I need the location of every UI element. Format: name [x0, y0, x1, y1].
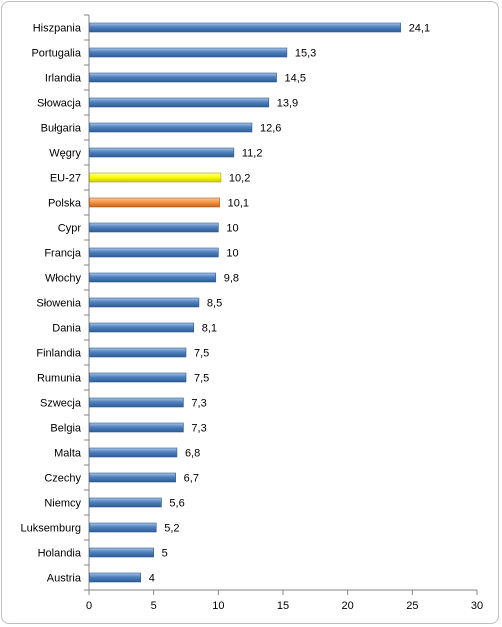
x-tick-label: 30 — [471, 600, 483, 612]
category-label: Luksemburg — [20, 523, 81, 535]
value-label: 7,5 — [194, 348, 209, 360]
value-label: 14,5 — [285, 73, 306, 85]
bars — [89, 22, 401, 583]
bar-niemcy — [89, 497, 162, 508]
category-label: Włochy — [45, 273, 82, 285]
x-tick-label: 0 — [86, 600, 92, 612]
value-label: 6,8 — [185, 448, 200, 460]
bar-portugalia — [89, 47, 288, 58]
category-label: Finlandia — [36, 348, 82, 360]
category-label: Cypr — [58, 223, 82, 235]
bar-słowacja — [89, 97, 270, 108]
category-label: Dania — [52, 323, 82, 335]
bar-belgia — [89, 422, 184, 433]
category-label: Portugalia — [31, 48, 81, 60]
value-label: 8,5 — [207, 298, 222, 310]
bar-polska — [89, 197, 220, 208]
category-label: Węgry — [49, 148, 81, 160]
bar-irlandia — [89, 72, 277, 83]
bar-austria — [89, 572, 142, 583]
value-label: 5 — [162, 548, 168, 560]
category-label: Niemcy — [44, 498, 81, 510]
bar-bułgaria — [89, 122, 253, 133]
value-label: 9,8 — [224, 273, 239, 285]
category-label: EU-27 — [50, 173, 81, 185]
x-tick-label: 10 — [212, 600, 224, 612]
bar-szwecja — [89, 397, 184, 408]
value-label: 5,2 — [164, 523, 179, 535]
bar-francja — [89, 247, 219, 258]
category-label: Austria — [47, 573, 82, 585]
category-label: Francja — [44, 248, 82, 260]
category-label: Czechy — [44, 473, 81, 485]
value-label: 5,6 — [169, 498, 184, 510]
bar-czechy — [89, 472, 176, 483]
value-label: 24,1 — [409, 23, 430, 35]
value-label: 15,3 — [295, 48, 316, 60]
value-label: 8,1 — [202, 323, 217, 335]
value-label: 11,2 — [242, 148, 263, 160]
value-label: 10 — [226, 223, 238, 235]
x-tick-label: 15 — [277, 600, 289, 612]
value-label: 10,2 — [229, 173, 250, 185]
bar-luksemburg — [89, 522, 157, 533]
category-label: Słowenia — [36, 298, 82, 310]
bar-węgry — [89, 147, 235, 158]
category-label: Holandia — [38, 548, 82, 560]
x-tick-label: 5 — [151, 600, 157, 612]
value-label: 6,7 — [184, 473, 199, 485]
bar-dania — [89, 322, 195, 333]
category-label: Rumunia — [37, 373, 82, 385]
bar-malta — [89, 447, 178, 458]
category-label: Hiszpania — [33, 23, 82, 35]
category-label: Słowacja — [37, 98, 82, 110]
x-tick-label: 20 — [342, 600, 354, 612]
bar-hiszpania — [89, 22, 401, 33]
axes: 0 5 10 15 20 25 30 — [84, 14, 483, 612]
category-label: Irlandia — [45, 73, 82, 85]
value-label: 7,3 — [191, 423, 206, 435]
bar-holandia — [89, 547, 154, 558]
labels: Hiszpania 24,1 Portugalia 15,3 Irlandia 14,5 S… — [20, 23, 430, 585]
bar-włochy — [89, 272, 217, 283]
value-label: 7,5 — [194, 373, 209, 385]
value-label: 10,1 — [228, 198, 249, 210]
category-label: Malta — [54, 448, 82, 460]
bar-rumunia — [89, 372, 187, 383]
value-label: 12,6 — [260, 123, 281, 135]
category-label: Bułgaria — [41, 123, 82, 135]
category-label: Belgia — [50, 423, 81, 435]
bar-finlandia — [89, 347, 187, 358]
bar-cypr — [89, 222, 219, 233]
value-label: 13,9 — [277, 98, 298, 110]
category-label: Polska — [48, 198, 82, 210]
x-tick-label: 25 — [406, 600, 418, 612]
category-label: Szwecja — [40, 398, 82, 410]
value-label: 7,3 — [191, 398, 206, 410]
bar-eu-27 — [89, 172, 222, 183]
value-label: 10 — [226, 248, 238, 260]
value-label: 4 — [149, 573, 155, 585]
bar-słowenia — [89, 297, 200, 308]
